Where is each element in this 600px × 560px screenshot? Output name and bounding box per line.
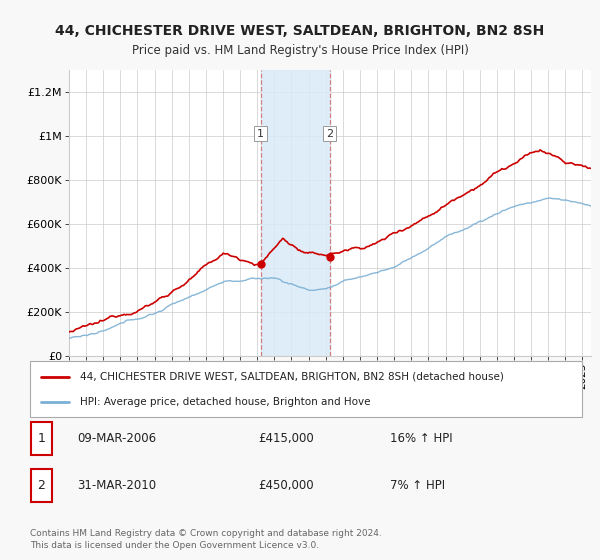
Text: 2: 2: [326, 129, 334, 139]
FancyBboxPatch shape: [30, 361, 582, 417]
Text: 16% ↑ HPI: 16% ↑ HPI: [390, 432, 452, 445]
FancyBboxPatch shape: [31, 469, 52, 502]
Text: Contains HM Land Registry data © Crown copyright and database right 2024.
This d: Contains HM Land Registry data © Crown c…: [30, 529, 382, 550]
Bar: [260, 70, 330, 356]
Text: 31-MAR-2010: 31-MAR-2010: [77, 479, 156, 492]
Text: £450,000: £450,000: [258, 479, 314, 492]
Text: 2: 2: [37, 479, 46, 492]
FancyBboxPatch shape: [31, 422, 52, 455]
Text: 1: 1: [37, 432, 46, 445]
Text: £415,000: £415,000: [258, 432, 314, 445]
Text: Price paid vs. HM Land Registry's House Price Index (HPI): Price paid vs. HM Land Registry's House …: [131, 44, 469, 57]
Text: HPI: Average price, detached house, Brighton and Hove: HPI: Average price, detached house, Brig…: [80, 396, 370, 407]
Text: 44, CHICHESTER DRIVE WEST, SALTDEAN, BRIGHTON, BN2 8SH: 44, CHICHESTER DRIVE WEST, SALTDEAN, BRI…: [55, 24, 545, 38]
Text: 7% ↑ HPI: 7% ↑ HPI: [390, 479, 445, 492]
Text: 1: 1: [257, 129, 264, 139]
Text: 44, CHICHESTER DRIVE WEST, SALTDEAN, BRIGHTON, BN2 8SH (detached house): 44, CHICHESTER DRIVE WEST, SALTDEAN, BRI…: [80, 372, 503, 382]
Text: 09-MAR-2006: 09-MAR-2006: [77, 432, 156, 445]
